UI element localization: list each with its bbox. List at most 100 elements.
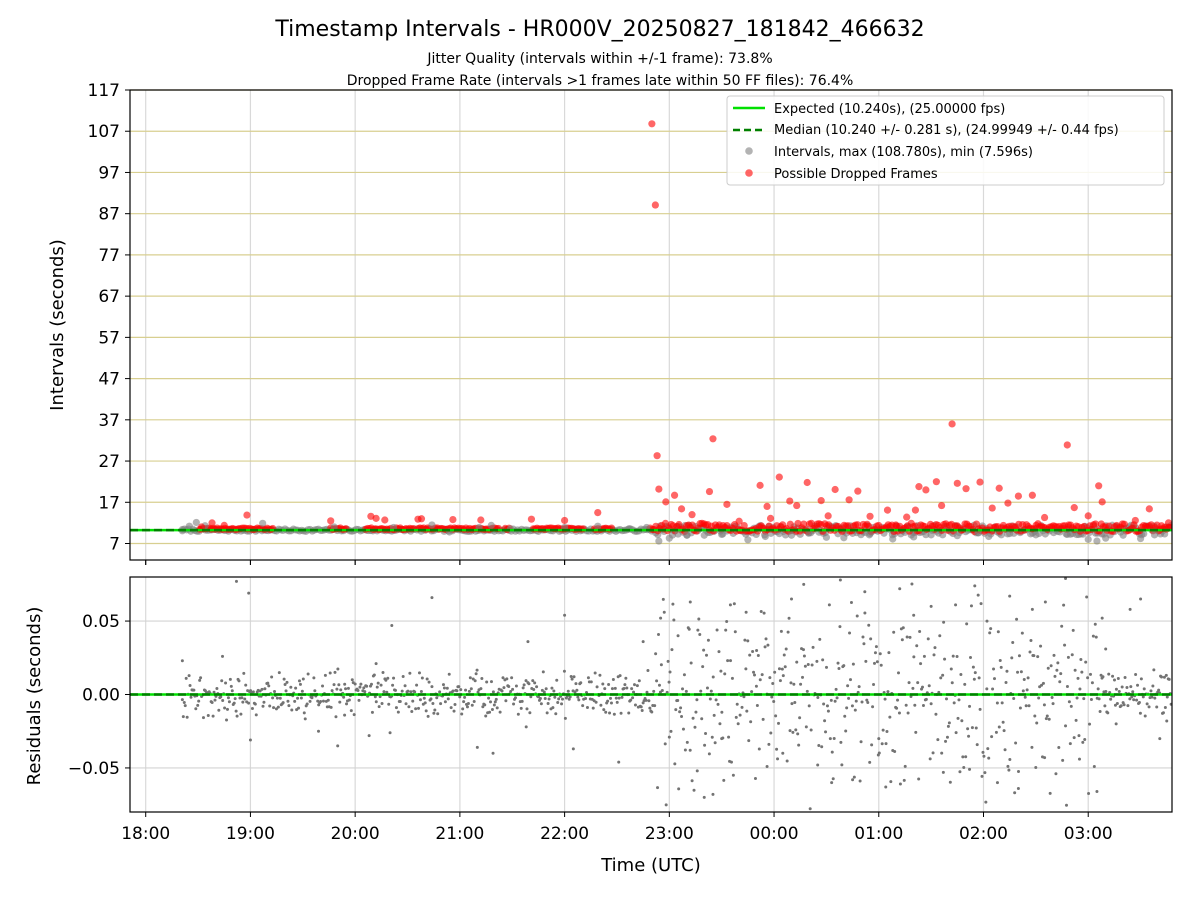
residual-point <box>801 648 805 652</box>
residual-point <box>1150 695 1154 699</box>
dropped-frame-point <box>854 487 862 495</box>
residual-point <box>183 704 187 708</box>
residual-point <box>1076 676 1080 680</box>
residual-point <box>701 665 705 669</box>
dropped-frame-point <box>1084 512 1092 520</box>
residual-point <box>619 711 623 715</box>
residual-point <box>829 698 833 702</box>
residual-point <box>432 711 436 715</box>
residual-point <box>947 721 951 725</box>
interval-point <box>1063 530 1071 539</box>
residual-point <box>262 700 266 704</box>
residual-point <box>816 763 820 767</box>
residual-point <box>667 735 671 739</box>
residual-point <box>464 688 468 692</box>
residual-point <box>436 712 440 716</box>
residual-point <box>494 697 498 701</box>
residual-point <box>759 609 763 613</box>
residual-point <box>868 760 872 764</box>
residual-point <box>742 695 746 699</box>
dropped-frame-point <box>803 478 811 487</box>
residual-point <box>1157 688 1161 692</box>
residual-point <box>869 637 873 641</box>
residual-point <box>853 708 857 712</box>
dropped-frame-point <box>938 501 946 510</box>
residual-point <box>283 683 287 687</box>
residual-point <box>833 699 837 703</box>
residual-point <box>824 665 828 669</box>
residual-point <box>738 713 742 717</box>
residual-point <box>1062 603 1066 607</box>
residual-point <box>1064 577 1068 580</box>
residual-point <box>711 675 715 679</box>
residual-point <box>901 626 905 630</box>
residual-point <box>1063 643 1067 647</box>
residual-point <box>703 743 707 747</box>
dropped-frame-point <box>653 452 661 460</box>
residual-point <box>752 670 756 674</box>
residual-point <box>1109 697 1113 701</box>
residual-point <box>1071 628 1075 632</box>
residual-point <box>532 687 536 691</box>
residual-point <box>637 679 641 683</box>
dropped-frame-point <box>417 515 426 523</box>
residual-point <box>922 654 926 658</box>
residual-point <box>326 698 330 702</box>
residual-point <box>862 642 866 646</box>
residual-point <box>928 757 932 761</box>
residual-point <box>223 706 227 710</box>
residual-point <box>648 706 652 710</box>
residual-point <box>722 778 726 782</box>
residual-point <box>358 685 362 689</box>
residual-point <box>188 684 192 688</box>
residual-point <box>963 682 967 686</box>
residual-point <box>221 699 225 703</box>
residual-point <box>855 614 859 618</box>
interval-point <box>866 530 874 538</box>
residual-point <box>1029 639 1033 643</box>
residual-point <box>390 623 394 627</box>
dropped-frame-point <box>883 506 892 514</box>
dropped-frame-point <box>381 516 389 524</box>
residual-point <box>217 708 221 712</box>
residual-point <box>529 695 533 699</box>
residual-point <box>1014 741 1018 745</box>
residual-point <box>847 696 851 700</box>
residual-point <box>373 695 377 699</box>
residual-point <box>830 781 834 785</box>
residual-point <box>938 634 942 638</box>
interval-point <box>683 531 691 539</box>
residual-point <box>520 699 524 703</box>
residual-point <box>962 766 966 770</box>
residual-point <box>976 593 980 597</box>
x-tick-label: 22:00 <box>540 824 589 844</box>
x-tick-label: 21:00 <box>435 824 484 844</box>
residual-point <box>881 728 885 732</box>
dropped-frame-point <box>197 523 206 531</box>
residuals-y-axis-label: Residuals (seconds) <box>24 607 45 786</box>
residual-point <box>780 667 784 671</box>
residual-point <box>510 676 514 680</box>
residual-point <box>213 698 217 702</box>
residual-point <box>290 708 294 712</box>
residual-point <box>1117 689 1121 693</box>
residual-point <box>400 689 404 693</box>
residual-point <box>770 695 774 699</box>
residual-point <box>547 697 551 701</box>
residual-point <box>747 739 751 743</box>
residual-point <box>822 702 826 706</box>
dropped-frame-point <box>1095 482 1103 490</box>
residual-point <box>705 686 709 690</box>
residual-point <box>409 690 413 694</box>
dropped-frame-point <box>903 513 911 521</box>
residual-point <box>1162 675 1166 679</box>
residual-point <box>630 687 634 691</box>
interval-point <box>910 533 918 541</box>
residual-point <box>467 689 471 693</box>
residual-point <box>687 627 691 631</box>
residual-point <box>662 610 666 614</box>
y-tick-label: 0.00 <box>82 686 120 706</box>
residual-point <box>851 778 855 782</box>
residual-point <box>1004 681 1008 685</box>
residual-point <box>591 706 595 710</box>
